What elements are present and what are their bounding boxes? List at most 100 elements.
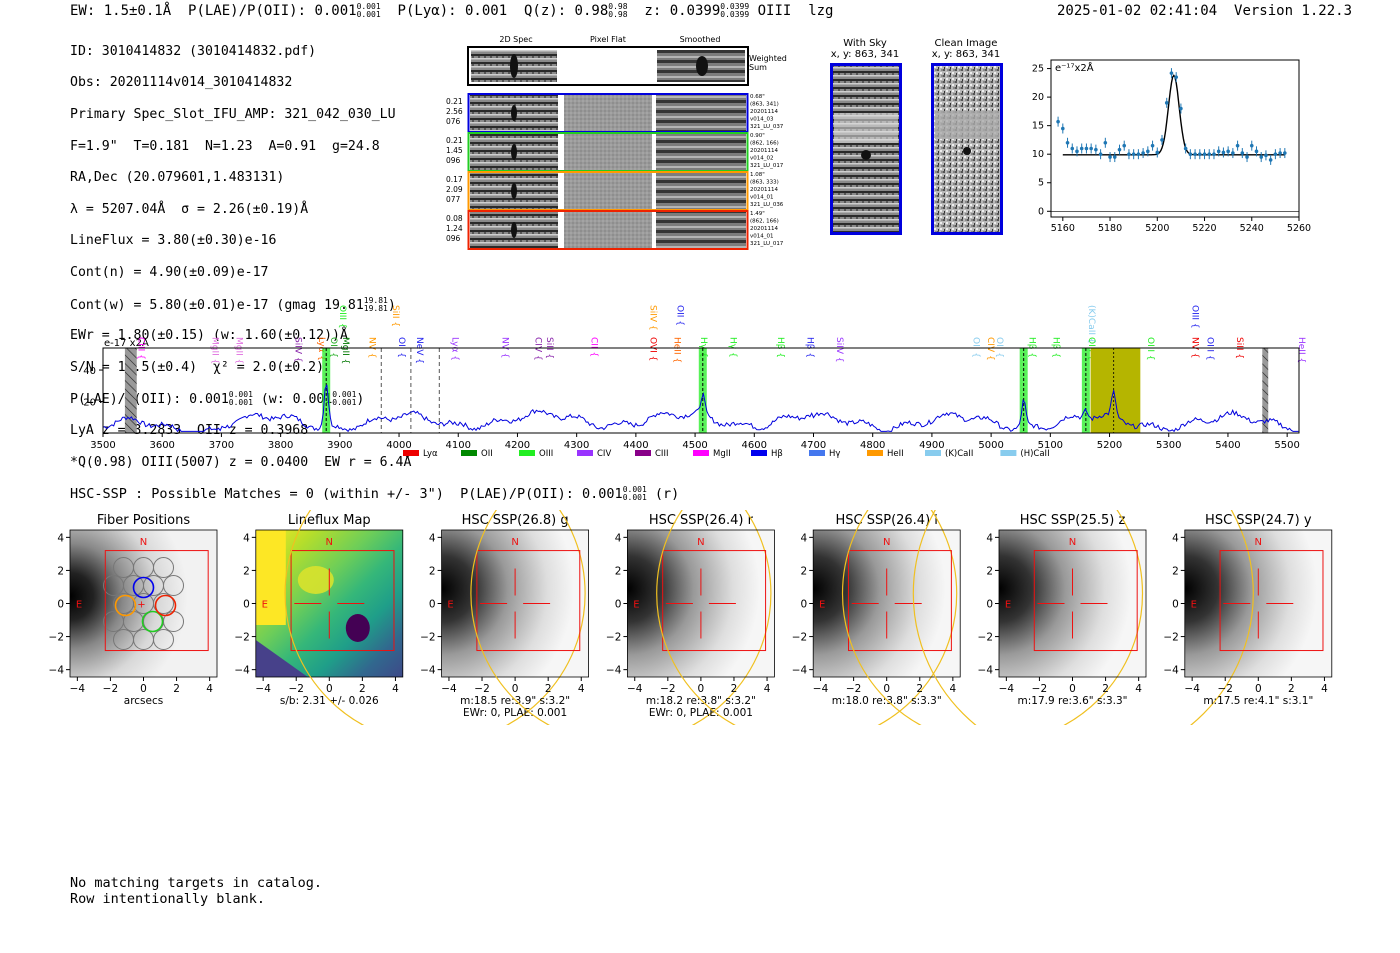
spec-line-label: OVI { xyxy=(648,337,658,361)
info-lambda: λ = 5207.04Å σ = 2.26(±0.19)Å xyxy=(70,201,309,217)
spec-line-label: OII { xyxy=(396,337,406,358)
zoom-data-point xyxy=(1160,138,1164,142)
lineflux-edge xyxy=(255,640,308,677)
catalog-note-line1: No matching targets in catalog. xyxy=(70,875,322,891)
panel-title: HSC SSP(25.5) z xyxy=(1020,513,1126,528)
zoom-data-point xyxy=(1146,149,1150,154)
cutout-image xyxy=(627,530,775,677)
spec-masked-region xyxy=(1262,348,1269,433)
cutout-pixel-flat xyxy=(564,173,652,209)
col-smoothed-label: Smoothed xyxy=(680,35,721,44)
panel-xtick-label: 0 xyxy=(512,683,519,695)
panel-ytick-label: −2 xyxy=(978,632,993,644)
zoom-data-point xyxy=(1061,126,1065,131)
cutout-image xyxy=(441,530,589,677)
zoom-data-point xyxy=(1056,119,1060,124)
zoom-data-point xyxy=(1254,149,1259,154)
timestamp-version: 2025-01-02 02:41:04 Version 1.22.3 xyxy=(1057,3,1353,19)
panel-ytick-label: −4 xyxy=(606,665,622,677)
zoom-ytick-label: 25 xyxy=(1032,64,1044,75)
spec-line-label: HeII { xyxy=(1296,337,1306,363)
zoom-data-point xyxy=(1136,152,1141,156)
compass-east: E xyxy=(447,600,453,611)
hsc-panel: Lineflux Map N E −4 −4 −2 −2 0 0 2 2 4 4 s/b: 2.31 +/… xyxy=(234,513,404,707)
spec-xtick-label: 3500 xyxy=(90,440,115,451)
with-sky-image xyxy=(830,63,902,235)
zoom-data-point xyxy=(1098,152,1103,156)
zoom-data-point xyxy=(1122,143,1127,148)
spec-line-label: CIV { xyxy=(532,337,542,361)
spec-legend-label: HeII xyxy=(887,449,904,459)
panel-xtick-label: −4 xyxy=(627,683,643,695)
panel-caption2: EWr: 0, PLAE: 0.001 xyxy=(463,707,567,719)
panel-xtick-label: −4 xyxy=(813,683,829,695)
spec-xtick-label: 4500 xyxy=(682,440,707,451)
spec-legend-swatch xyxy=(577,450,593,456)
panel-title: Fiber Positions xyxy=(97,513,190,528)
zoom-data-point xyxy=(1174,75,1178,79)
hsc-panels: Fiber Positions + N E −4 −4 −2 −2 0 0 2 2 4 4 arcsecs L… xyxy=(49,510,1333,725)
zoom-data-point xyxy=(1089,146,1093,151)
cutout-row-meta: v014_01 xyxy=(750,195,774,201)
spec-line-label: OIII { xyxy=(1145,337,1155,361)
panel-xtick-label: −4 xyxy=(1184,683,1200,695)
cutout-row-stat1: 0.21 xyxy=(446,136,463,145)
panel-ytick-label: −4 xyxy=(420,665,436,677)
cutout-row-meta: v014_01 xyxy=(750,234,774,240)
cutout-row-stat3: 076 xyxy=(446,117,461,126)
spec-xtick-label: 4000 xyxy=(386,440,411,451)
info-ewr: EWr = 1.80(±0.15) (w: 1.60(±0.12))Å xyxy=(70,328,348,344)
spec-xtick-label: 5400 xyxy=(1215,440,1240,451)
panel-title: Lineflux Map xyxy=(288,513,371,528)
cutout-row-meta: 20201114 xyxy=(750,187,778,193)
spec-masked-region xyxy=(124,348,137,433)
zoom-ytick-label: 0 xyxy=(1038,206,1044,217)
info-lineflux: LineFlux = 3.80(±0.30)e-16 xyxy=(70,233,277,249)
panel-ytick-label: −4 xyxy=(49,665,65,677)
panel-caption: m:18.2 re:3.8" s:3.2" xyxy=(646,695,756,707)
zoom-data-point xyxy=(1179,106,1183,111)
aperture-ellipse xyxy=(470,510,772,725)
cutout-smoothed xyxy=(656,134,746,170)
panel-xtick-label: 2 xyxy=(173,683,180,695)
zoom-data-point xyxy=(1188,152,1193,156)
zoom-data-point xyxy=(1221,150,1226,155)
lineflux-peak xyxy=(297,566,334,594)
panel-ytick-label: 0 xyxy=(801,599,808,611)
zoom-data-point xyxy=(1070,146,1075,151)
spec-line-label: Lyα { xyxy=(449,337,459,361)
fiber-primary xyxy=(132,576,155,599)
spec-legend-swatch xyxy=(925,450,941,456)
spec-xtick-label: 4200 xyxy=(505,440,530,451)
panel-xtick-label: −4 xyxy=(70,683,86,695)
panel-ytick-label: −4 xyxy=(1163,665,1179,677)
cutout-pixel-flat xyxy=(564,212,652,248)
spec-line-label: NeV { xyxy=(414,337,424,364)
spec-line-label: OII { xyxy=(970,337,980,358)
panel-ytick-label: 4 xyxy=(429,532,436,544)
zoom-ytick-label: 20 xyxy=(1032,92,1044,103)
spec-xtick-label: 3800 xyxy=(268,440,293,451)
spec-xtick-label: 4600 xyxy=(742,440,767,451)
panel-ytick-label: −4 xyxy=(234,665,250,677)
compass-east: E xyxy=(1191,600,1197,611)
aperture-ellipse xyxy=(284,510,586,725)
spec-line-label: HeII { xyxy=(671,337,681,363)
info-best-z: *Q(0.98) OIII(5007) z = 0.0400 EW r = 6.… xyxy=(70,454,412,470)
line-fit-chart: e⁻¹⁷x2Å 5160 5180 5200 5220 5240 5260 0 5 10 15 20… xyxy=(1032,59,1311,234)
spec-xtick-label: 5100 xyxy=(1038,440,1063,451)
spec-xtick-label: 3700 xyxy=(209,440,234,451)
panel-xtick-label: −4 xyxy=(255,683,271,695)
zoom-ytick-label: 15 xyxy=(1032,121,1044,132)
cutout-row-stat2: 2.56 xyxy=(446,107,463,116)
col-pixel-flat-label: Pixel Flat xyxy=(590,35,626,44)
zoom-data-point xyxy=(1264,153,1268,158)
zoom-data-point xyxy=(1207,152,1212,156)
cutout-row-frame xyxy=(467,210,749,250)
panel-xtick-label: 4 xyxy=(392,683,399,695)
aperture-ellipse xyxy=(656,510,958,725)
panel-xtick-label: −2 xyxy=(288,683,303,695)
zoom-xtick-label: 5220 xyxy=(1192,223,1216,234)
cutout-image xyxy=(70,530,217,677)
spec-line-label: SiIV { xyxy=(834,337,844,363)
